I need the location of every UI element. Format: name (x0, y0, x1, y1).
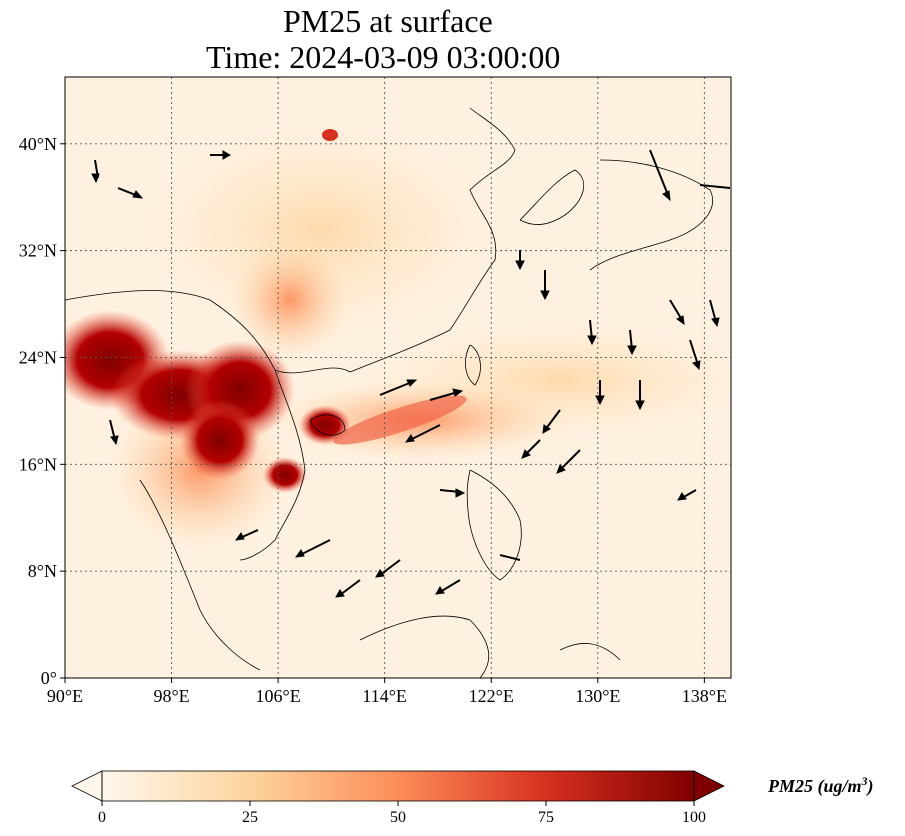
y-tick-label: 8°N (28, 561, 57, 581)
y-tick-label: 16°N (19, 454, 57, 474)
colorbar-tick-label: 75 (538, 809, 554, 826)
colorbar-tick-label: 100 (682, 809, 706, 826)
y-tick-label: 40°N (19, 134, 57, 154)
x-tick-label: 122°E (469, 686, 514, 706)
colorbar-label-superscript: 3 (861, 774, 868, 788)
y-axis: 0° 8°N 16°N 24°N 32°N 40°N (19, 134, 65, 688)
colorbar-extend-high (693, 770, 725, 802)
x-tick-label: 106°E (256, 686, 301, 706)
title-line-1: PM25 at surface (283, 3, 493, 39)
colorbar-tick-label: 0 (98, 809, 106, 826)
colorbar: 0 25 50 75 100 (71, 770, 725, 826)
wind-vectors (91, 149, 731, 598)
colorbar-label-end: ) (867, 776, 874, 796)
x-tick-label: 90°E (47, 686, 83, 706)
colorbar-tick-label: 25 (242, 809, 258, 826)
y-tick-label: 24°N (19, 347, 57, 367)
pm25-field (65, 77, 731, 678)
x-tick-label: 114°E (362, 686, 407, 706)
map-frame (64, 76, 732, 679)
x-tick-label: 138°E (682, 686, 727, 706)
x-axis: 90°E 98°E 106°E 114°E 122°E 130°E 138°E (47, 678, 727, 706)
y-tick-label: 0° (41, 668, 57, 688)
colorbar-gradient (102, 771, 694, 801)
x-tick-label: 130°E (575, 686, 620, 706)
gridlines (65, 77, 731, 678)
title-line-2: Time: 2024-03-09 03:00:00 (206, 39, 561, 75)
colorbar-label-text: PM25 (ug/m (768, 776, 862, 796)
colorbar-label: PM25 (ug/m3) (768, 774, 874, 797)
x-tick-label: 98°E (153, 686, 189, 706)
y-tick-label: 32°N (19, 241, 57, 261)
coastlines (65, 107, 713, 678)
colorbar-tick-label: 50 (390, 809, 406, 826)
colorbar-extend-low (71, 770, 103, 802)
